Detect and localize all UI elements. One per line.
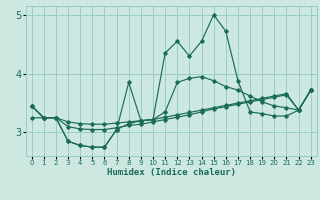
- X-axis label: Humidex (Indice chaleur): Humidex (Indice chaleur): [107, 168, 236, 177]
